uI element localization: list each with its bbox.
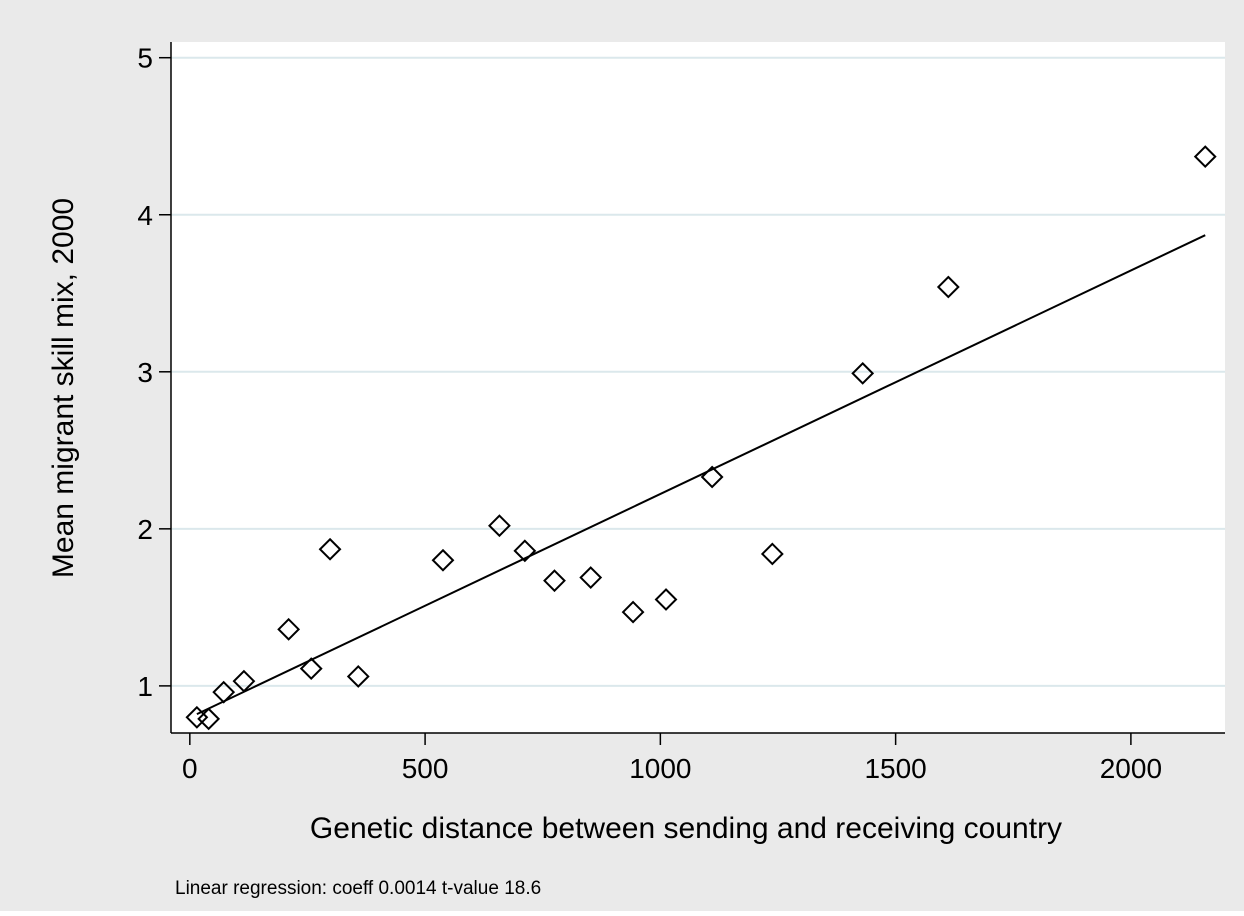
data-point [197,707,221,731]
regression-note: Linear regression: coeff 0.0014 t-value … [175,878,541,899]
plot-area [171,42,1225,733]
x-tick-label: 1000 [629,753,691,784]
data-point [431,548,455,572]
data-point [513,539,537,563]
data-point [299,657,323,681]
gridlines [171,56,1225,687]
data-point [543,569,566,593]
data-point [488,514,511,538]
data-point [936,275,960,299]
data-point [760,542,784,566]
data-point [318,537,342,561]
x-tick-label: 1500 [864,753,926,784]
x-tick-label: 2000 [1100,753,1162,784]
data-point [277,617,301,641]
regression-line [196,234,1206,716]
y-tick-label: 3 [137,357,153,388]
y-axis-title: Mean migrant skill mix, 2000 [47,198,80,578]
y-tick-label: 5 [137,43,153,74]
x-tick-label: 0 [182,753,198,784]
data-point [346,665,370,688]
data-point [232,669,256,693]
y-tick-label: 2 [137,514,153,545]
regression-fit [196,234,1206,716]
axes: 1 2 3 4 5 0 500 1000 1500 2000 [137,42,1225,784]
data-point [579,566,603,589]
data-point [851,361,875,385]
x-tick-label: 500 [402,753,449,784]
data-points [185,145,1217,731]
data-point [654,588,678,611]
y-tick-label: 1 [137,671,153,702]
x-axis-title: Genetic distance between sending and rec… [310,812,1062,845]
data-point [621,600,645,624]
y-tick-label: 4 [137,200,153,231]
data-point [700,465,724,489]
data-point [1193,145,1217,169]
data-point [212,680,236,704]
